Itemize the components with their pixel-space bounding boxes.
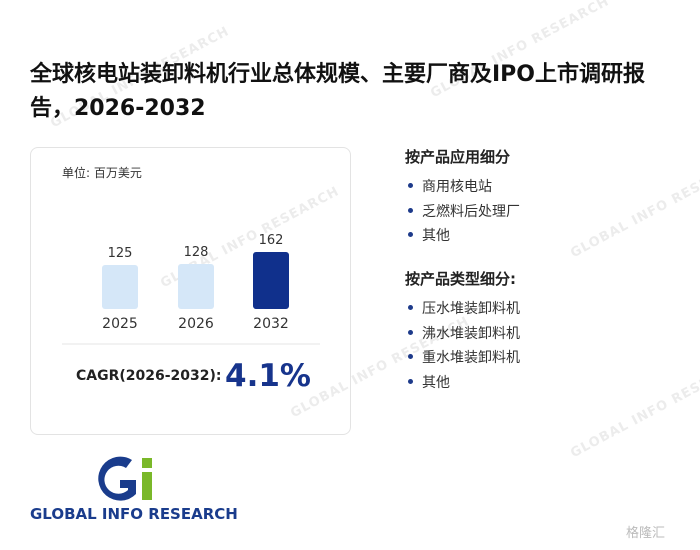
cagr-label: CAGR(2026-2032): (76, 368, 222, 384)
bullet (408, 207, 413, 213)
bullet (408, 232, 413, 237)
item-text: 沸水堆装卸料机 (422, 325, 520, 342)
bullet (408, 305, 413, 310)
list-item: 商用核电站 (408, 176, 492, 196)
bullet (408, 329, 413, 335)
section-heading: 按产品类型细分: (405, 270, 516, 288)
logo-text: GLOBAL INFO RESEARCH (30, 505, 238, 523)
title: 全球核电站装卸料机行业总体规模、主要厂商及IPO上市调研报告，2026-2032 (30, 62, 646, 121)
bar-chart: 125 2025 128 2026 162 2032 (62, 233, 320, 345)
source-mark: 格隆汇 (626, 526, 666, 541)
x-label: 2025 (102, 316, 138, 332)
item-text: 其他 (422, 228, 450, 244)
list-item: 沸水堆装卸料机 (408, 323, 520, 343)
list-item: 其他 (408, 225, 450, 245)
bar (178, 263, 214, 309)
item-text: 重水堆装卸料机 (422, 350, 520, 366)
bullet (408, 354, 413, 359)
list-item: 压水堆装卸料机 (408, 298, 520, 318)
cagr-value: 4.1% (225, 358, 311, 394)
chart-card (30, 147, 351, 435)
watermark: GLOBAL INFO RESEARCH (568, 353, 700, 462)
bullet (408, 183, 413, 188)
bullet (408, 378, 413, 384)
list-item: 乏燃料后处理厂 (408, 201, 520, 221)
value-label: 125 (108, 246, 133, 261)
list-item: 其他 (408, 372, 450, 392)
item-text: 压水堆装卸料机 (422, 301, 520, 317)
item-text: 其他 (422, 374, 450, 391)
list-item: 重水堆装卸料机 (408, 347, 520, 367)
bar (253, 251, 289, 309)
watermark: GLOBAL INFO RESEARCH (568, 153, 700, 262)
section-heading: 按产品应用细分 (405, 148, 511, 166)
x-label: 2026 (178, 316, 214, 332)
value-label: 128 (184, 245, 209, 260)
item-text: 商用核电站 (422, 179, 492, 195)
unit-label: 单位: 百万美元 (62, 166, 142, 180)
bar (102, 265, 138, 309)
item-text: 乏燃料后处理厂 (422, 203, 520, 220)
value-label: 162 (259, 233, 284, 248)
logo-mark (98, 456, 152, 501)
x-label: 2032 (253, 316, 289, 332)
